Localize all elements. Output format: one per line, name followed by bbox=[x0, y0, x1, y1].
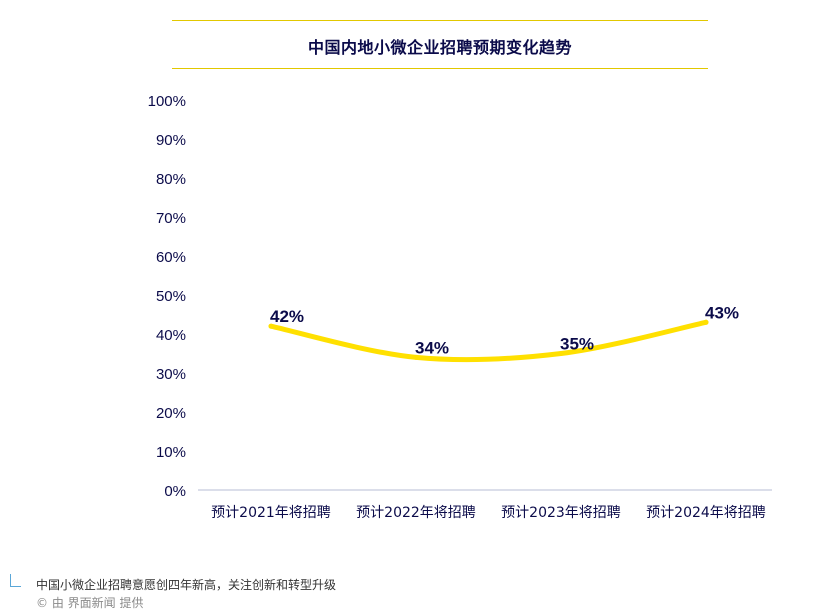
chart-panel: 中国内地小微企业招聘预期变化趋势 0% 10% 20% 30% 40% 50% 60% 70%… bbox=[147, 20, 772, 521]
x-tick-label: 预计2024年将招聘 bbox=[646, 505, 766, 521]
y-tick-label: 70% bbox=[156, 210, 186, 227]
y-tick-label: 60% bbox=[156, 249, 186, 266]
y-tick-label: 100% bbox=[148, 93, 186, 110]
y-tick-label: 50% bbox=[156, 288, 186, 305]
series-line bbox=[268, 319, 709, 363]
data-point bbox=[268, 323, 274, 329]
caption-text: 中国小微企业招聘意愿创四年新高，关注创新和转型升级 bbox=[36, 578, 337, 592]
x-tick-label: 预计2022年将招聘 bbox=[356, 505, 476, 521]
data-label: 34% bbox=[415, 338, 449, 357]
y-tick-label: 20% bbox=[156, 405, 186, 422]
y-tick-label: 0% bbox=[164, 483, 186, 500]
y-tick-label: 80% bbox=[156, 171, 186, 188]
data-point bbox=[413, 354, 419, 360]
data-label: 43% bbox=[705, 303, 739, 322]
y-tick-label: 30% bbox=[156, 366, 186, 383]
x-tick-label: 预计2021年将招聘 bbox=[211, 505, 331, 521]
y-tick-label: 40% bbox=[156, 327, 186, 344]
title-top-rule bbox=[172, 20, 708, 21]
x-tick-label: 预计2023年将招聘 bbox=[501, 505, 621, 521]
caption-credit: © 由 界面新闻 提供 bbox=[36, 596, 144, 610]
caption-corner-icon bbox=[10, 574, 21, 587]
data-label: 42% bbox=[270, 307, 304, 326]
data-point bbox=[558, 351, 564, 356]
y-tick-label: 90% bbox=[156, 132, 186, 149]
line-chart: 0% 10% 20% 30% 40% 50% 60% 70% 80% 90% 100% 预计2021年… bbox=[148, 93, 772, 521]
chart-title: 中国内地小微企业招聘预期变化趋势 bbox=[307, 38, 572, 57]
data-label: 35% bbox=[560, 335, 594, 354]
y-tick-label: 10% bbox=[156, 444, 186, 461]
title-bottom-rule bbox=[172, 68, 708, 69]
data-point bbox=[703, 319, 709, 325]
caption: 中国小微企业招聘意愿创四年新高，关注创新和转型升级 © 由 界面新闻 提供 bbox=[10, 574, 810, 614]
